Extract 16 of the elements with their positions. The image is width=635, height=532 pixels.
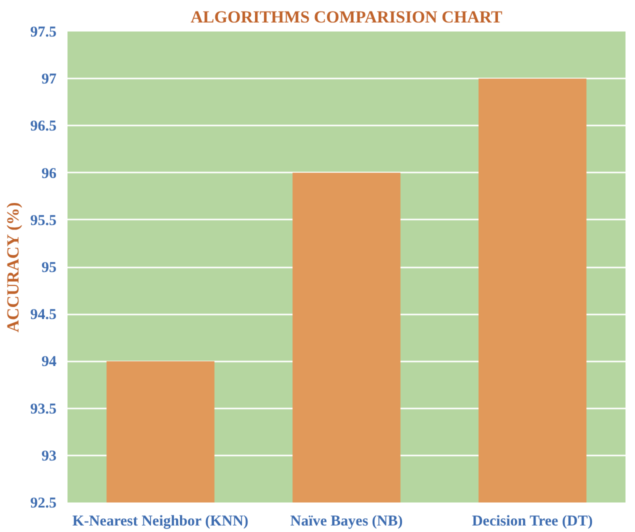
x-tick-label: Naïve Bayes (NB): [290, 514, 403, 530]
y-tick-label: 93.5: [30, 401, 56, 418]
x-tick-label: K-Nearest Neighbor (KNN): [72, 514, 248, 530]
y-tick-label: 97: [42, 72, 57, 88]
y-tick-label: 93: [42, 448, 56, 464]
y-tick-label: 94: [42, 354, 57, 370]
chart-title: ALGORITHMS COMPARISION CHART: [190, 8, 504, 26]
y-tick-label: 96.5: [30, 118, 56, 135]
y-tick-label: 97.5: [30, 24, 56, 40]
y-axis-title: ACCURACY (%): [3, 202, 22, 332]
y-tick-label: 92.5: [30, 496, 56, 512]
y-tick-label: 96: [42, 166, 57, 182]
y-tick-label: 95.5: [30, 212, 56, 229]
y-tick-label: 95: [42, 260, 56, 276]
y-tick-label: 94.5: [30, 307, 56, 324]
x-tick-label: Decision Tree (DT): [472, 514, 593, 530]
